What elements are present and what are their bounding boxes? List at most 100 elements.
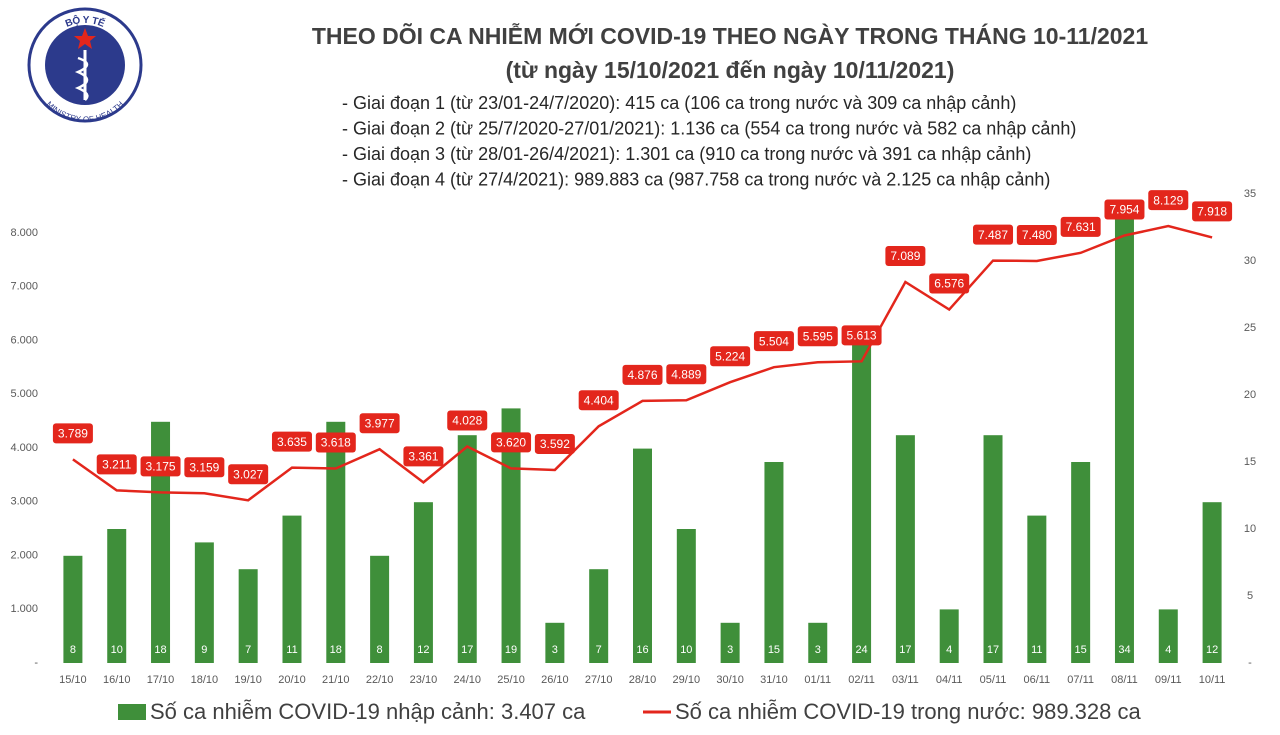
x-tick-label: 20/10	[278, 674, 306, 686]
value-label-box	[403, 446, 444, 467]
bar-label: 8	[70, 644, 76, 656]
value-label-box	[1148, 190, 1189, 211]
value-label: 3.977	[365, 416, 395, 430]
bar-label: 7	[245, 644, 251, 656]
y-tick-label: 2.000	[10, 549, 38, 561]
y-tick-label: -	[34, 657, 38, 669]
value-label-box	[96, 454, 137, 475]
line	[72, 224, 1213, 502]
y2-tick-label: 35	[1244, 188, 1256, 200]
value-label: 7.954	[1109, 203, 1139, 217]
y-tick-label: 6.000	[10, 334, 38, 346]
value-label: 5.224	[715, 349, 745, 363]
value-label-box	[666, 364, 707, 385]
bar	[457, 435, 477, 663]
logo: BỘ Y TẾ MINISTRY OF HEALTH	[27, 7, 143, 124]
bar	[676, 529, 696, 663]
logo-star	[74, 28, 96, 49]
bar-label: 11	[286, 644, 297, 656]
x-tick-label: 02/11	[848, 674, 875, 686]
value-label-box	[710, 346, 751, 367]
value-label-box	[973, 224, 1014, 245]
x-tick-label: 28/10	[629, 674, 657, 686]
bar	[501, 408, 521, 663]
y-tick-label: 1.000	[10, 603, 38, 615]
value-label: 5.595	[803, 329, 833, 343]
x-tick-label: 24/10	[453, 674, 481, 686]
x-tick-label: 21/10	[322, 674, 350, 686]
legend-label: Số ca nhiễm COVID-19 trong nước: 989.328…	[675, 699, 1141, 724]
bar	[326, 421, 346, 663]
y-tick-label: 3.000	[10, 496, 38, 508]
bar-label: 7	[596, 644, 602, 656]
value-label: 6.576	[934, 277, 964, 291]
y2-tick-label: 15	[1244, 456, 1256, 468]
logo-top-text: BỘ Y TẾ	[64, 13, 107, 30]
bar-label: 34	[1118, 644, 1130, 656]
note: - Giai đoạn 3 (từ 28/01-26/4/2021): 1.30…	[342, 144, 1031, 164]
x-tick-label: 31/10	[760, 674, 788, 686]
value-label-box	[1060, 216, 1101, 237]
x-tick-label: 17/10	[147, 674, 175, 686]
x-tick-label: 06/11	[1023, 674, 1050, 686]
x-tick-label: 09/11	[1155, 674, 1182, 686]
value-label-box	[622, 364, 663, 385]
value-label-box	[491, 432, 532, 453]
value-label: 3.175	[146, 460, 176, 474]
y2-tick-label: -	[1248, 657, 1252, 669]
x-tick-label: 15/10	[59, 674, 87, 686]
y2-tick-label: 30	[1244, 255, 1256, 267]
plot: - 1.000 2.000 3.000 4.000 5.000 6.000 7.000 8.00…	[10, 188, 1256, 686]
bar-label: 10	[680, 644, 692, 656]
bar-label: 9	[201, 644, 207, 656]
value-label-box	[271, 431, 312, 452]
bar-label: 3	[552, 644, 558, 656]
bar	[63, 555, 83, 663]
value-label-box	[315, 432, 356, 453]
bar	[151, 421, 171, 663]
value-label-box	[184, 457, 225, 478]
value-label: 3.159	[189, 460, 219, 474]
x-tick-label: 10/11	[1199, 674, 1226, 686]
value-label-box	[1192, 201, 1233, 222]
value-label: 7.480	[1022, 228, 1052, 242]
bar-label: 18	[330, 644, 342, 656]
note: - Giai đoạn 1 (từ 23/01-24/7/2020): 415 …	[342, 93, 1016, 113]
x-tick-label: 27/10	[585, 674, 613, 686]
value-label-box	[534, 433, 575, 454]
x-tick-label: 19/10	[234, 674, 262, 686]
value-label: 3.635	[277, 435, 307, 449]
value-label: 4.876	[627, 368, 657, 382]
y-tick-label: 5.000	[10, 388, 38, 400]
y-tick-label: 4.000	[10, 442, 38, 454]
note: - Giai đoạn 4 (từ 27/4/2021): 989.883 ca…	[342, 169, 1050, 189]
value-label: 5.613	[847, 328, 877, 342]
chart-subtitle: (từ ngày 15/10/2021 đến ngày 10/11/2021)	[506, 57, 955, 83]
bar	[1071, 462, 1091, 663]
y2-tick-label: 10	[1244, 523, 1256, 535]
bar-label: 15	[1075, 644, 1087, 656]
value-label-box	[359, 413, 400, 434]
value-label: 8.129	[1153, 193, 1183, 207]
bar	[194, 542, 214, 663]
bar	[983, 435, 1003, 663]
bar	[720, 622, 740, 663]
value-label: 3.211	[102, 458, 131, 472]
value-label-box	[140, 456, 181, 477]
x-tick-label: 22/10	[366, 674, 394, 686]
bar	[852, 341, 872, 663]
value-label: 4.404	[584, 393, 614, 407]
bar	[764, 462, 784, 663]
bar	[1114, 207, 1134, 663]
value-label-box	[797, 326, 838, 347]
value-label: 7.487	[978, 228, 1008, 242]
value-label-box	[1016, 224, 1057, 245]
x-tick-label: 26/10	[541, 674, 569, 686]
note: - Giai đoạn 2 (từ 25/7/2020-27/01/2021):…	[342, 118, 1076, 138]
bar-label: 17	[461, 644, 473, 656]
x-tick-label: 08/11	[1111, 674, 1138, 686]
value-label: 3.361	[408, 450, 438, 464]
legend-swatch	[118, 704, 146, 720]
bar	[545, 622, 565, 663]
value-label-box	[228, 464, 269, 485]
